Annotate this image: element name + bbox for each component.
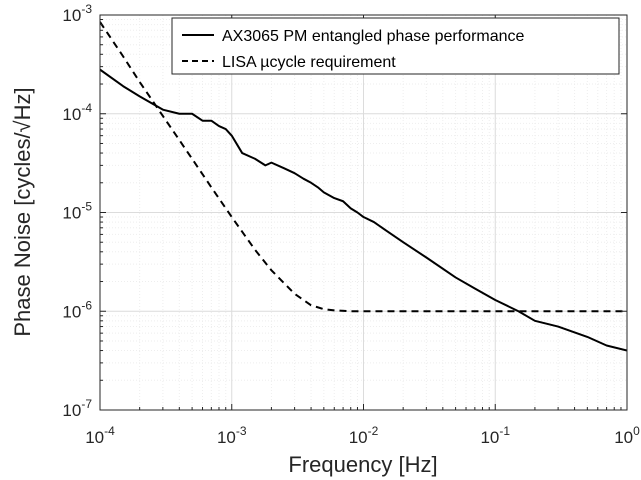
- legend-box: [171, 17, 620, 75]
- series-line-requirement: [100, 21, 627, 313]
- legend-label-solid: AX3065 PM entangled phase performance: [222, 28, 525, 45]
- series-line-measured: [100, 68, 627, 352]
- x-tick-label: 100: [614, 424, 640, 447]
- x-axis-label: Frequency [Hz]: [288, 452, 437, 477]
- y-tick-label: 10-7: [62, 397, 92, 420]
- legend-label-dashed: LISA µcycle requirement: [222, 54, 396, 71]
- x-tick-label: 10-3: [217, 424, 247, 447]
- y-tick-label: 10-3: [62, 2, 92, 25]
- y-axis-label: Phase Noise [cycles/√Hz]: [10, 87, 35, 336]
- x-tick-labels: 10-4 10-3 10-2 10-1 100: [85, 424, 640, 447]
- y-tick-label: 10-5: [62, 200, 92, 223]
- x-tick-label: 10-4: [85, 424, 115, 447]
- x-tick-label: 10-2: [349, 424, 379, 447]
- y-tick-labels: 10-7 10-6 10-5 10-4 10-3: [62, 2, 92, 420]
- series-layer: [100, 21, 627, 352]
- legend: AX3065 PM entangled phase performance LI…: [171, 17, 620, 75]
- y-tick-label: 10-6: [62, 298, 92, 321]
- y-tick-marks: [100, 14, 627, 411]
- y-tick-label: 10-4: [62, 101, 92, 124]
- x-tick-label: 10-1: [480, 424, 510, 447]
- x-tick-marks: [99, 15, 628, 410]
